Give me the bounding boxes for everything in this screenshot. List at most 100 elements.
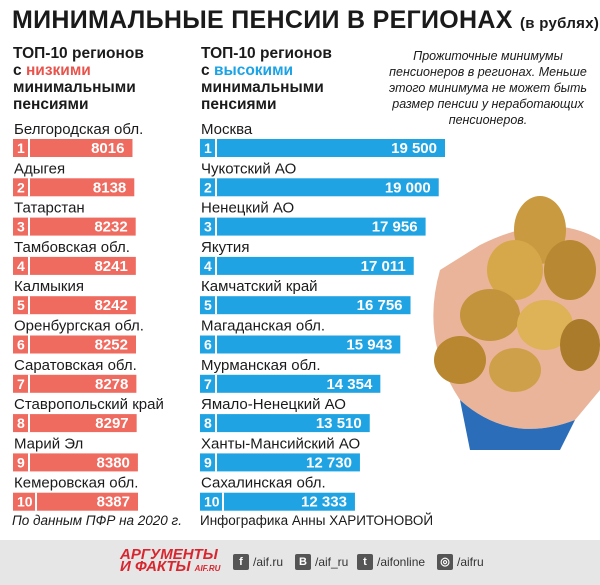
rank-divider xyxy=(28,414,30,433)
bar-row: Саратовская обл. 7 8278 xyxy=(13,357,137,393)
rank-label: 8 xyxy=(204,415,212,431)
bar-row: Москва 1 19 500 xyxy=(200,121,445,157)
social-label: /aifonline xyxy=(377,555,426,569)
data-source: По данным ПФР на 2020 г. xyxy=(12,513,182,528)
rank-divider xyxy=(28,178,30,197)
author-credit: Инфографика Анны ХАРИТОНОВОЙ xyxy=(200,513,434,528)
rank-divider xyxy=(28,139,30,157)
category-label: Сахалинская обл. xyxy=(201,475,326,492)
right-header-line4: пенсиями xyxy=(201,96,277,113)
rank-divider xyxy=(215,217,217,236)
category-label: Якутия xyxy=(201,239,249,256)
rank-divider xyxy=(215,335,217,354)
rank-label: 3 xyxy=(204,219,212,235)
rank-divider xyxy=(28,217,30,236)
bar xyxy=(13,414,137,433)
rank-label: 5 xyxy=(17,297,25,313)
bar-row: Ямало-Ненецкий АО 8 13 510 xyxy=(200,396,370,433)
rank-divider xyxy=(28,453,30,472)
bar xyxy=(13,178,135,197)
rank-label: 2 xyxy=(204,179,212,195)
logo-site: AIF.RU xyxy=(194,564,221,573)
left-header-line1: ТОП-10 регионов xyxy=(13,45,144,62)
bar xyxy=(200,217,426,236)
value-label: 12 333 xyxy=(301,494,347,511)
bar xyxy=(200,492,355,511)
value-label: 8380 xyxy=(97,454,130,471)
value-label: 16 756 xyxy=(357,297,403,314)
value-label: 17 011 xyxy=(361,258,406,275)
twitter-icon: t xyxy=(357,554,373,570)
bar xyxy=(13,139,133,157)
value-label: 8138 xyxy=(93,179,126,196)
category-label: Тамбовская обл. xyxy=(14,239,130,256)
category-label: Москва xyxy=(201,121,253,138)
left-header-line4: пенсиями xyxy=(13,96,89,113)
value-label: 19 500 xyxy=(391,140,437,157)
value-label: 8387 xyxy=(97,494,130,511)
rank-divider xyxy=(222,492,224,511)
bar xyxy=(13,492,138,511)
category-label: Ненецкий АО xyxy=(201,200,294,217)
value-label: 13 510 xyxy=(316,415,362,432)
bar-row: Ненецкий АО 3 17 956 xyxy=(200,200,426,236)
bar xyxy=(13,374,137,393)
rank-label: 4 xyxy=(17,258,25,274)
category-label: Марий Эл xyxy=(14,435,83,452)
value-label: 8242 xyxy=(94,297,127,314)
bar-row: Белгородская обл. 1 8016 xyxy=(13,121,143,157)
value-label: 17 956 xyxy=(372,219,418,236)
rank-divider xyxy=(35,492,37,511)
value-label: 8278 xyxy=(95,376,128,393)
rank-divider xyxy=(215,374,217,393)
bar xyxy=(13,296,136,315)
bar-row: Камчатский край 5 16 756 xyxy=(200,278,411,315)
rank-label: 6 xyxy=(204,337,212,353)
left-header-line3: минимальными xyxy=(13,79,136,96)
bar-row: Оренбургская обл. 6 8252 xyxy=(13,318,144,354)
coins-in-hand-illustration xyxy=(433,196,600,450)
value-label: 8241 xyxy=(94,258,127,275)
bar-row: Кемеровская обл. 10 8387 xyxy=(13,475,138,511)
rank-divider xyxy=(28,256,30,275)
bar xyxy=(200,374,381,393)
bar-row: Якутия 4 17 011 xyxy=(200,239,414,275)
social-facebook[interactable]: f /aif.ru xyxy=(233,554,283,570)
category-label: Калмыкия xyxy=(14,278,84,295)
bar xyxy=(200,414,370,433)
social-label: /aif.ru xyxy=(253,555,284,569)
social-twitter[interactable]: t /aifonline xyxy=(357,554,425,570)
bar-row: Чукотский АО 2 19 000 xyxy=(200,160,439,197)
rank-label: 1 xyxy=(204,140,212,156)
category-label: Ставропольский край xyxy=(14,396,164,413)
aif-logo: АРГУМЕНТЫ И ФАКТЫ AIF.RU xyxy=(120,547,221,575)
rank-label: 7 xyxy=(204,376,212,392)
category-label: Камчатский край xyxy=(201,278,318,295)
left-header-highlight: низкими xyxy=(25,62,91,79)
facebook-icon: f xyxy=(233,554,249,570)
social-vk[interactable]: В /aif_ru xyxy=(295,554,348,570)
rank-label: 10 xyxy=(17,494,33,510)
category-label: Ханты-Мансийский АО xyxy=(201,435,360,452)
category-label: Оренбургская обл. xyxy=(14,318,144,335)
bar-row: Мурманская обл. 7 14 354 xyxy=(200,357,381,393)
bar xyxy=(13,217,136,236)
rank-label: 9 xyxy=(204,454,212,470)
rank-divider xyxy=(28,296,30,315)
rank-divider xyxy=(28,335,30,354)
bar xyxy=(200,296,411,315)
rank-label: 3 xyxy=(17,219,25,235)
social-label: /aifru xyxy=(457,555,484,569)
rank-label: 5 xyxy=(204,297,212,313)
category-label: Мурманская обл. xyxy=(201,357,320,374)
bar-row: Ханты-Мансийский АО 9 12 730 xyxy=(200,435,360,472)
bar xyxy=(200,453,360,472)
bar-row: Тамбовская обл. 4 8241 xyxy=(13,239,136,275)
value-label: 14 354 xyxy=(326,376,373,393)
social-instagram[interactable]: ◎ /aifru xyxy=(437,554,484,570)
rank-divider xyxy=(215,178,217,197)
bar xyxy=(13,256,136,275)
